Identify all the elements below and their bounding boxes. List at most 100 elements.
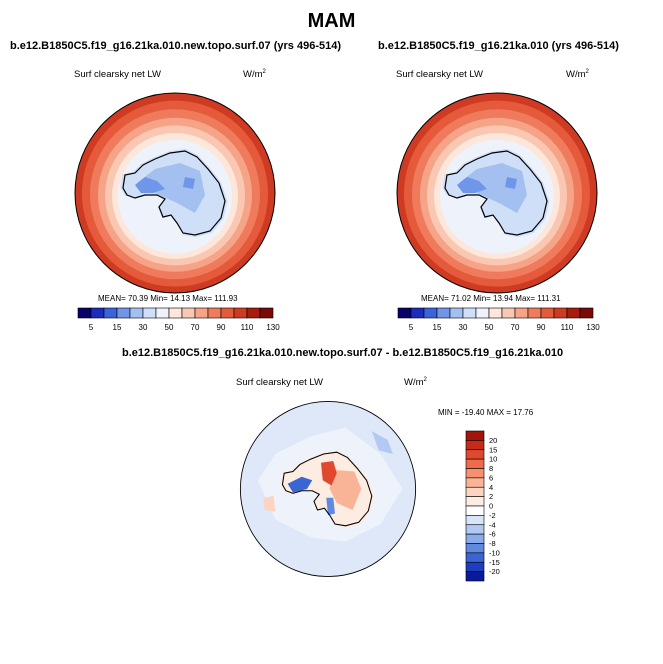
colorbar-3-box-7 [465,496,485,507]
colorbar-2-box-6 [475,307,490,319]
panel-2-units: W/m2 [566,69,589,81]
colorbar-3-tick-label: 2 [489,492,493,501]
colorbar-1-box-4 [129,307,144,319]
colorbar-2-tick-label: 30 [459,323,468,332]
colorbar-1-box-5 [142,307,157,319]
panel-3-stats: MIN = -19.40 MAX = 17.76 [438,408,534,417]
colorbar-2-box-14 [579,307,594,319]
ocean-cold-patch [371,431,393,454]
colorbar-1-tick-label: 90 [217,323,226,332]
colorbar-3-tick-label: -6 [489,530,496,539]
colorbar-1-box-13 [246,307,261,319]
strong-warm-anomaly [320,460,337,486]
panel-2-map [396,92,598,294]
colorbar-3-tick-label: -15 [489,558,500,567]
colorbar-2-tick-label: 15 [433,323,442,332]
colorbar-3-tick-label: 20 [489,436,497,445]
colorbar-2-box-5 [462,307,477,319]
coastline [444,150,548,236]
colorbar-3-box-2 [465,449,485,460]
interior-coldest-region [135,177,165,193]
colorbar-3-box-14 [465,561,485,572]
interior-cold-region [459,163,527,213]
colorbar-1-box-0 [77,307,92,319]
cold-anomaly-ross [326,497,336,516]
panel-1-stats: MEAN= 70.39 Min= 14.13 Max= 111.93 [98,294,238,303]
colorbar-2-box-3 [436,307,451,319]
colorbar-3-tick-label: -4 [489,520,496,529]
map-boundary [239,400,417,578]
colorbar-3-tick-label: 15 [489,445,497,454]
map-boundary [74,92,276,294]
colorbar-2-box-10 [527,307,542,319]
cold-anomaly [287,476,313,493]
colorbar-2-box-4 [449,307,464,319]
colorbar-2-box-13 [566,307,581,319]
colorbar-1-box-12 [233,307,248,319]
colorbar-1-box-6 [155,307,170,319]
colorbar-3-box-5 [465,477,485,488]
colorbar-2-tick-label: 5 [409,323,414,332]
colorbar-3-box-4 [465,468,485,479]
colorbar-3-tick-label: 8 [489,464,493,473]
colorbar-3-box-11 [465,533,485,544]
panel-2-title: b.e12.B1850C5.f19_g16.21ka.010 (yrs 496-… [378,40,619,52]
colorbar-2-box-2 [423,307,438,319]
colorbar-2-box-0 [397,307,412,319]
panel-1-colorbar: 5 15 30 50 70 90 110 130 [77,307,280,332]
colorbar-1-box-1 [90,307,105,319]
colorbar-1-tick-label: 70 [191,323,200,332]
colorbar-1-box-14 [259,307,274,319]
colorbar-1-box-10 [207,307,222,319]
colorbar-3-tick-label: 4 [489,483,493,492]
colorbar-2-box-9 [514,307,529,319]
colorbar-3-tick-label: 0 [489,502,493,511]
colorbar-1-tick-label: 110 [241,323,254,332]
colorbar-1-box-3 [116,307,131,319]
colorbar-2-tick-label: 110 [561,323,574,332]
colorbar-2-box-7 [488,307,503,319]
warm-anomaly [329,469,362,511]
colorbar-1-tick-label: 5 [89,323,94,332]
panel-2-variable: Surf clearsky net LW [396,69,483,80]
panel-1-title: b.e12.B1850C5.f19_g16.21ka.010.new.topo.… [10,40,341,52]
colorbar-3-box-9 [465,515,485,526]
colorbar-1-box-2 [103,307,118,319]
panel-1-variable: Surf clearsky net LW [74,69,161,80]
colorbar-3-box-10 [465,524,485,535]
colorbar-1-tick-label: 30 [139,323,148,332]
colorbar-3-box-8 [465,505,485,516]
colorbar-2-tick-label: 50 [485,323,494,332]
interior-cold-patch [505,177,517,189]
colorbar-3-box-0 [465,430,485,441]
colorbar-1-tick-label: 130 [266,323,280,332]
panel-3-map [239,400,417,578]
interior-coldest-region [457,177,487,193]
colorbar-3-tick-label: -20 [489,567,500,576]
map-boundary [396,92,598,294]
colorbar-1-tick-label: 50 [165,323,174,332]
colorbar-3-tick-label: -10 [489,548,500,557]
colorbar-1-box-11 [220,307,235,319]
coastline [122,150,226,236]
colorbar-3-box-15 [465,571,485,582]
ocean-warm-patch [263,496,276,512]
figure-title: MAM [307,10,356,32]
colorbar-2-box-1 [410,307,425,319]
colorbar-2-tick-label: 130 [586,323,600,332]
colorbar-1-box-9 [194,307,209,319]
panel-1-units: W/m2 [243,69,266,81]
colorbar-3-tick-label: -2 [489,511,496,520]
interior-cold-patch [183,177,195,189]
panel-1-map [74,92,276,294]
colorbar-3-box-1 [465,440,485,451]
colorbar-3-box-3 [465,458,485,469]
colorbar-3-box-6 [465,486,485,497]
panel-2-stats: MEAN= 71.02 Min= 13.94 Max= 111.31 [421,294,561,303]
interior-cold-region [137,163,205,213]
colorbar-3-tick-label: -8 [489,539,496,548]
colorbar-3-tick-label: 10 [489,455,497,464]
colorbar-1-box-8 [181,307,196,319]
colorbar-2-box-11 [540,307,555,319]
